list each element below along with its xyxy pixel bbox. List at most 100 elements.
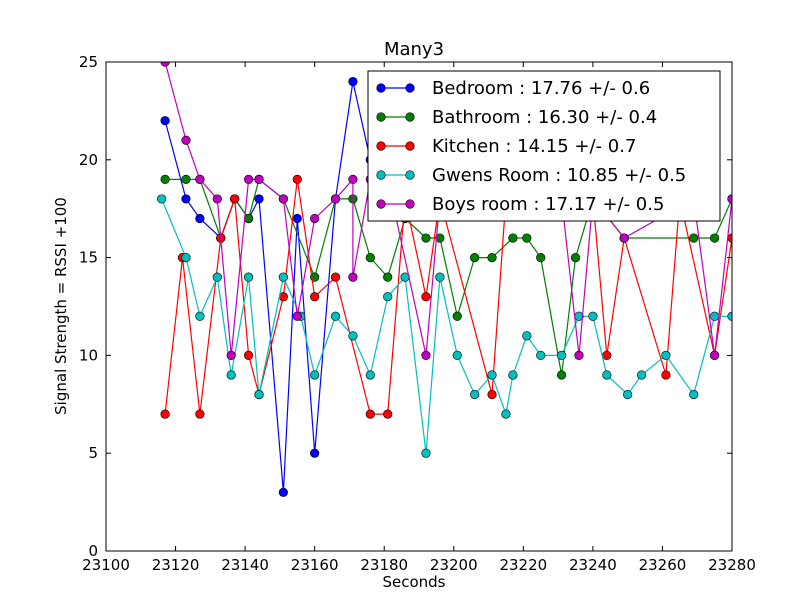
legend-box bbox=[367, 70, 721, 222]
data-point bbox=[243, 350, 254, 361]
data-point bbox=[254, 194, 264, 204]
x-tick-label: 23120 bbox=[152, 556, 200, 574]
data-point bbox=[487, 370, 497, 380]
data-point bbox=[310, 213, 320, 224]
data-point bbox=[292, 311, 302, 321]
legend: Bedroom : 17.76 +/- 0.6 Bathroom : 16.30 … bbox=[367, 70, 721, 222]
data-point bbox=[348, 76, 358, 87]
legend-item: Boys room : 17.17 +/- 0.5 bbox=[376, 194, 664, 215]
data-point bbox=[619, 233, 629, 243]
data-point bbox=[522, 233, 532, 243]
x-tick-label: 23280 bbox=[708, 556, 756, 574]
data-point bbox=[636, 370, 647, 380]
data-point bbox=[487, 253, 497, 263]
data-point bbox=[602, 370, 612, 380]
legend-item: Gwens Room : 10.85 +/- 0.5 bbox=[376, 165, 686, 186]
data-point bbox=[348, 272, 358, 282]
data-point bbox=[243, 272, 254, 282]
data-point bbox=[181, 253, 191, 263]
data-point bbox=[160, 409, 170, 419]
data-point bbox=[254, 389, 264, 400]
data-point bbox=[365, 253, 375, 263]
data-point bbox=[602, 350, 612, 361]
data-point bbox=[383, 272, 393, 282]
legend-label: Gwens Room : 10.85 +/- 0.5 bbox=[432, 165, 686, 186]
data-point bbox=[310, 448, 320, 458]
data-point bbox=[522, 331, 532, 341]
data-point bbox=[157, 194, 167, 204]
legend-marker bbox=[405, 170, 415, 180]
data-point bbox=[661, 370, 671, 380]
legend-marker bbox=[405, 199, 415, 209]
data-point bbox=[181, 135, 191, 145]
chart-title: Many3 bbox=[384, 39, 444, 60]
legend-marker bbox=[405, 112, 415, 122]
y-tick-label: 25 bbox=[79, 53, 98, 71]
x-tick-label: 23140 bbox=[221, 556, 269, 574]
y-tick-label: 15 bbox=[79, 249, 98, 267]
data-point bbox=[536, 253, 546, 263]
data-point bbox=[421, 448, 431, 458]
data-point bbox=[181, 194, 191, 204]
data-point bbox=[348, 331, 358, 341]
data-point bbox=[195, 213, 205, 224]
data-point bbox=[310, 370, 320, 380]
x-tick-label: 23260 bbox=[639, 556, 687, 574]
legend-marker bbox=[376, 170, 386, 180]
data-point bbox=[365, 409, 375, 419]
legend-item: Bathroom : 16.30 +/- 0.4 bbox=[376, 107, 657, 128]
y-axis-label: Signal Strength = RSSI +100 bbox=[52, 197, 70, 415]
data-point bbox=[588, 311, 598, 321]
data-point bbox=[508, 233, 518, 243]
data-point bbox=[278, 272, 288, 282]
data-point bbox=[195, 409, 205, 419]
data-point bbox=[365, 370, 375, 380]
data-point bbox=[226, 350, 236, 361]
data-point bbox=[452, 350, 462, 361]
legend-label: Boys room : 17.17 +/- 0.5 bbox=[432, 194, 664, 215]
data-point bbox=[536, 350, 546, 361]
data-point bbox=[710, 350, 720, 361]
legend-marker bbox=[376, 112, 386, 122]
data-point bbox=[421, 292, 431, 302]
data-point bbox=[574, 350, 584, 361]
y-tick-label: 0 bbox=[88, 542, 98, 560]
data-point bbox=[212, 272, 222, 282]
y-tick-label: 20 bbox=[79, 151, 98, 169]
x-tick-label: 23200 bbox=[430, 556, 478, 574]
data-point bbox=[160, 174, 170, 184]
data-point bbox=[727, 311, 732, 321]
data-point bbox=[292, 174, 302, 184]
data-point bbox=[710, 233, 720, 243]
data-point bbox=[383, 292, 393, 302]
data-point bbox=[421, 233, 431, 243]
legend-label: Kitchen : 14.15 +/- 0.7 bbox=[432, 136, 636, 157]
x-tick-label: 23240 bbox=[569, 556, 617, 574]
axis-ticks: 23100 23120 23140 23160 23180 23200 23220 23240… bbox=[79, 53, 756, 574]
legend-label: Bathroom : 16.30 +/- 0.4 bbox=[432, 107, 657, 128]
x-tick-label: 23160 bbox=[291, 556, 339, 574]
data-point bbox=[435, 272, 445, 282]
data-point bbox=[556, 370, 567, 380]
data-point bbox=[661, 350, 671, 361]
data-point bbox=[243, 174, 254, 184]
series-line bbox=[161, 198, 732, 454]
data-point bbox=[452, 311, 462, 321]
data-point bbox=[383, 409, 393, 419]
data-point bbox=[508, 370, 518, 380]
data-point bbox=[501, 409, 511, 419]
data-point bbox=[689, 233, 699, 243]
data-point bbox=[230, 194, 240, 204]
data-point bbox=[570, 253, 581, 263]
legend-marker bbox=[405, 141, 415, 151]
data-point bbox=[181, 174, 191, 184]
data-point bbox=[710, 311, 720, 321]
data-point bbox=[470, 253, 480, 263]
data-point bbox=[421, 350, 431, 361]
x-tick-label: 23220 bbox=[499, 556, 547, 574]
legend-marker bbox=[376, 141, 386, 151]
data-point bbox=[330, 272, 341, 282]
legend-label: Bedroom : 17.76 +/- 0.6 bbox=[432, 78, 650, 99]
